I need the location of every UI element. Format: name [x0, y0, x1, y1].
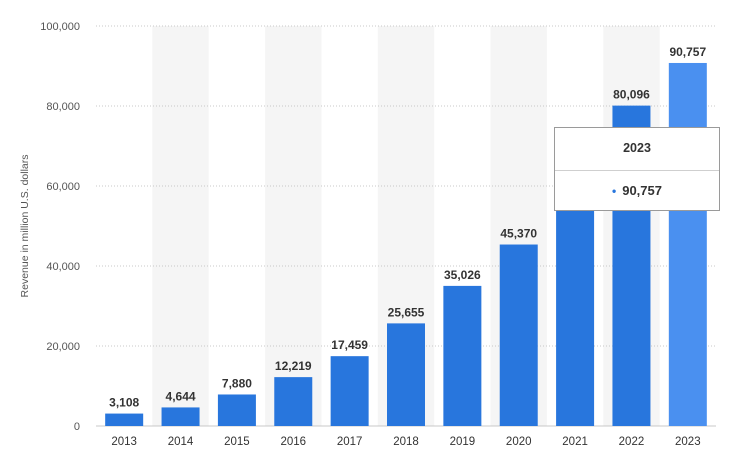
tooltip-body: • 90,757 — [555, 171, 719, 211]
tooltip-title: 2023 — [555, 128, 719, 171]
data-labels: 3,108 4,644 7,880 12,219 17,459 25,655 35,026 4… — [109, 45, 706, 410]
x-tick-label: 2018 — [393, 436, 419, 448]
y-tick-label: 80,000 — [46, 101, 80, 113]
data-label: 90,757 — [669, 45, 706, 59]
x-tick-label: 2017 — [337, 436, 363, 448]
bar — [443, 285, 482, 426]
bar — [217, 394, 256, 426]
bar — [668, 62, 707, 427]
x-tick-label: 2016 — [280, 436, 306, 448]
band — [265, 26, 322, 426]
y-tick-label: 100,000 — [40, 21, 80, 33]
bar — [499, 244, 538, 426]
x-tick-label: 2014 — [168, 436, 194, 448]
data-label: 17,459 — [331, 338, 368, 352]
bar — [105, 413, 144, 426]
data-label: 80,096 — [613, 88, 650, 102]
band — [152, 26, 209, 426]
bar — [274, 377, 313, 426]
data-label: 7,880 — [222, 376, 252, 390]
data-label: 35,026 — [444, 268, 481, 282]
tooltip-bullet: • — [612, 184, 617, 198]
tooltip: 2023 • 90,757 — [554, 127, 720, 211]
x-tick-label: 2020 — [506, 436, 532, 448]
data-label: 25,655 — [388, 305, 425, 319]
data-label: 4,644 — [166, 389, 196, 403]
data-label: 45,370 — [500, 227, 537, 241]
x-axis-ticks: 2013 2014 2015 2016 2017 2018 2019 2020 2021 2022… — [111, 436, 700, 448]
x-tick-label: 2022 — [619, 436, 645, 448]
y-tick-label: 40,000 — [46, 261, 80, 273]
tooltip-value: 90,757 — [622, 183, 662, 198]
x-tick-label: 2015 — [224, 436, 250, 448]
y-axis-label: Revenue in million U.S. dollars — [19, 155, 31, 298]
bar — [556, 180, 595, 426]
y-tick-label: 20,000 — [46, 341, 80, 353]
x-tick-label: 2013 — [111, 436, 137, 448]
bar — [330, 356, 369, 426]
x-tick-label: 2021 — [562, 436, 588, 448]
x-tick-label: 2023 — [675, 436, 701, 448]
data-label: 12,219 — [275, 359, 312, 373]
bar — [161, 407, 200, 426]
bar — [387, 323, 425, 426]
y-tick-label: 0 — [74, 421, 80, 433]
y-axis-ticks: 0 20,000 40,000 60,000 80,000 100,000 — [40, 21, 80, 433]
data-label: 3,108 — [109, 396, 139, 410]
x-tick-label: 2019 — [450, 436, 476, 448]
y-tick-label: 60,000 — [46, 181, 80, 193]
